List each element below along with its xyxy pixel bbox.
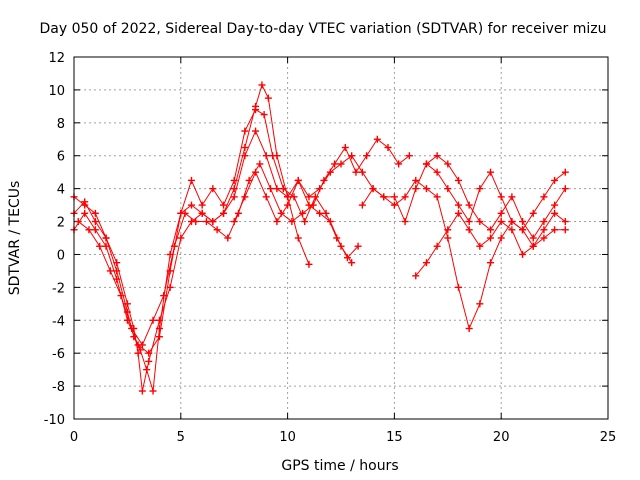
data-point-pass-7 bbox=[466, 226, 473, 233]
data-point-pass-4 bbox=[363, 152, 370, 159]
data-point-pass-4 bbox=[267, 185, 274, 192]
data-point-pass-5 bbox=[444, 185, 451, 192]
data-point-pass-5 bbox=[391, 193, 398, 200]
data-point-pass-6 bbox=[359, 202, 366, 209]
series-pass-3 bbox=[74, 131, 352, 391]
data-point-pass-6 bbox=[444, 235, 451, 242]
y-tick-label: 12 bbox=[48, 51, 65, 66]
data-point-pass-3 bbox=[139, 388, 146, 395]
data-point-pass-8 bbox=[540, 218, 547, 225]
y-tick-label: -4 bbox=[52, 314, 65, 329]
data-point-pass-8 bbox=[498, 210, 505, 217]
data-point-pass-1 bbox=[150, 388, 157, 395]
data-point-pass-5 bbox=[498, 193, 505, 200]
x-tick-label: 5 bbox=[177, 430, 185, 445]
y-tick-label: 10 bbox=[48, 84, 65, 99]
x-axis-label: GPS time / hours bbox=[281, 458, 398, 474]
data-point-pass-3 bbox=[103, 235, 110, 242]
data-point-pass-1 bbox=[295, 235, 302, 242]
data-point-pass-5 bbox=[455, 202, 462, 209]
data-point-pass-2 bbox=[261, 111, 268, 118]
data-point-pass-6 bbox=[476, 300, 483, 307]
data-point-pass-1 bbox=[258, 81, 265, 88]
data-point-pass-4 bbox=[96, 243, 103, 250]
data-point-pass-5 bbox=[263, 193, 270, 200]
data-point-pass-3 bbox=[348, 259, 355, 266]
series-pass-2 bbox=[74, 110, 358, 354]
x-tick-label: 0 bbox=[70, 430, 78, 445]
data-point-pass-5 bbox=[487, 169, 494, 176]
data-point-pass-1 bbox=[305, 261, 312, 268]
y-tick-label: 6 bbox=[57, 150, 65, 165]
data-point-pass-6 bbox=[455, 284, 462, 291]
data-point-pass-7 bbox=[540, 226, 547, 233]
x-tick-label: 10 bbox=[279, 430, 296, 445]
data-point-pass-6 bbox=[487, 259, 494, 266]
data-point-pass-4 bbox=[352, 169, 359, 176]
y-tick-label: -8 bbox=[52, 380, 65, 395]
data-point-pass-5 bbox=[231, 218, 238, 225]
data-point-pass-2 bbox=[241, 128, 248, 135]
y-tick-label: 8 bbox=[57, 117, 65, 132]
data-point-pass-2 bbox=[92, 226, 99, 233]
data-point-pass-3 bbox=[338, 243, 345, 250]
data-point-pass-3 bbox=[252, 128, 259, 135]
y-tick-label: -6 bbox=[52, 347, 65, 362]
data-point-pass-5 bbox=[540, 193, 547, 200]
chart-title: Day 050 of 2022, Sidereal Day-to-day VTE… bbox=[40, 21, 607, 37]
data-point-pass-2 bbox=[252, 106, 259, 113]
data-point-pass-8 bbox=[519, 218, 526, 225]
data-point-pass-2 bbox=[188, 177, 195, 184]
data-point-pass-8 bbox=[551, 202, 558, 209]
y-tick-label: 2 bbox=[57, 216, 65, 231]
data-point-pass-8 bbox=[508, 193, 515, 200]
data-point-pass-2 bbox=[209, 185, 216, 192]
x-tick-label: 25 bbox=[600, 430, 617, 445]
data-point-pass-6 bbox=[498, 235, 505, 242]
data-point-pass-5 bbox=[295, 177, 302, 184]
data-point-pass-8 bbox=[530, 235, 537, 242]
data-point-pass-2 bbox=[156, 333, 163, 340]
data-point-pass-5 bbox=[273, 218, 280, 225]
y-axis-label: SDTVAR / TECUs bbox=[7, 181, 23, 296]
data-point-pass-5 bbox=[359, 169, 366, 176]
data-point-pass-5 bbox=[412, 185, 419, 192]
x-tick-label: 15 bbox=[386, 430, 403, 445]
data-point-pass-5 bbox=[476, 185, 483, 192]
data-point-pass-5 bbox=[530, 210, 537, 217]
data-point-pass-5 bbox=[402, 218, 409, 225]
data-point-pass-7 bbox=[434, 243, 441, 250]
series-pass-5 bbox=[234, 156, 565, 230]
data-point-pass-6 bbox=[562, 226, 569, 233]
data-point-pass-4 bbox=[342, 144, 349, 151]
y-tick-label: -2 bbox=[52, 281, 65, 296]
data-point-pass-8 bbox=[466, 202, 473, 209]
data-point-pass-3 bbox=[145, 358, 152, 365]
data-point-pass-5 bbox=[241, 193, 248, 200]
data-point-pass-2 bbox=[301, 218, 308, 225]
data-point-pass-8 bbox=[455, 177, 462, 184]
data-point-pass-1 bbox=[265, 95, 272, 102]
data-point-pass-3 bbox=[263, 152, 270, 159]
data-point-pass-7 bbox=[455, 210, 462, 217]
y-tick-label: -10 bbox=[44, 413, 65, 428]
data-point-pass-3 bbox=[113, 259, 120, 266]
data-point-pass-5 bbox=[466, 218, 473, 225]
x-tick-label: 20 bbox=[493, 430, 510, 445]
series-layer bbox=[71, 81, 569, 394]
chart-canvas: Day 050 of 2022, Sidereal Day-to-day VTE… bbox=[0, 0, 640, 480]
data-point-pass-4 bbox=[256, 160, 263, 167]
data-point-pass-2 bbox=[269, 152, 276, 159]
data-point-pass-2 bbox=[199, 202, 206, 209]
y-tick-label: 0 bbox=[57, 248, 65, 263]
data-point-pass-4 bbox=[150, 317, 157, 324]
data-point-pass-2 bbox=[81, 210, 88, 217]
y-tick-label: 4 bbox=[57, 183, 65, 198]
data-point-pass-6 bbox=[466, 325, 473, 332]
data-point-pass-8 bbox=[562, 185, 569, 192]
